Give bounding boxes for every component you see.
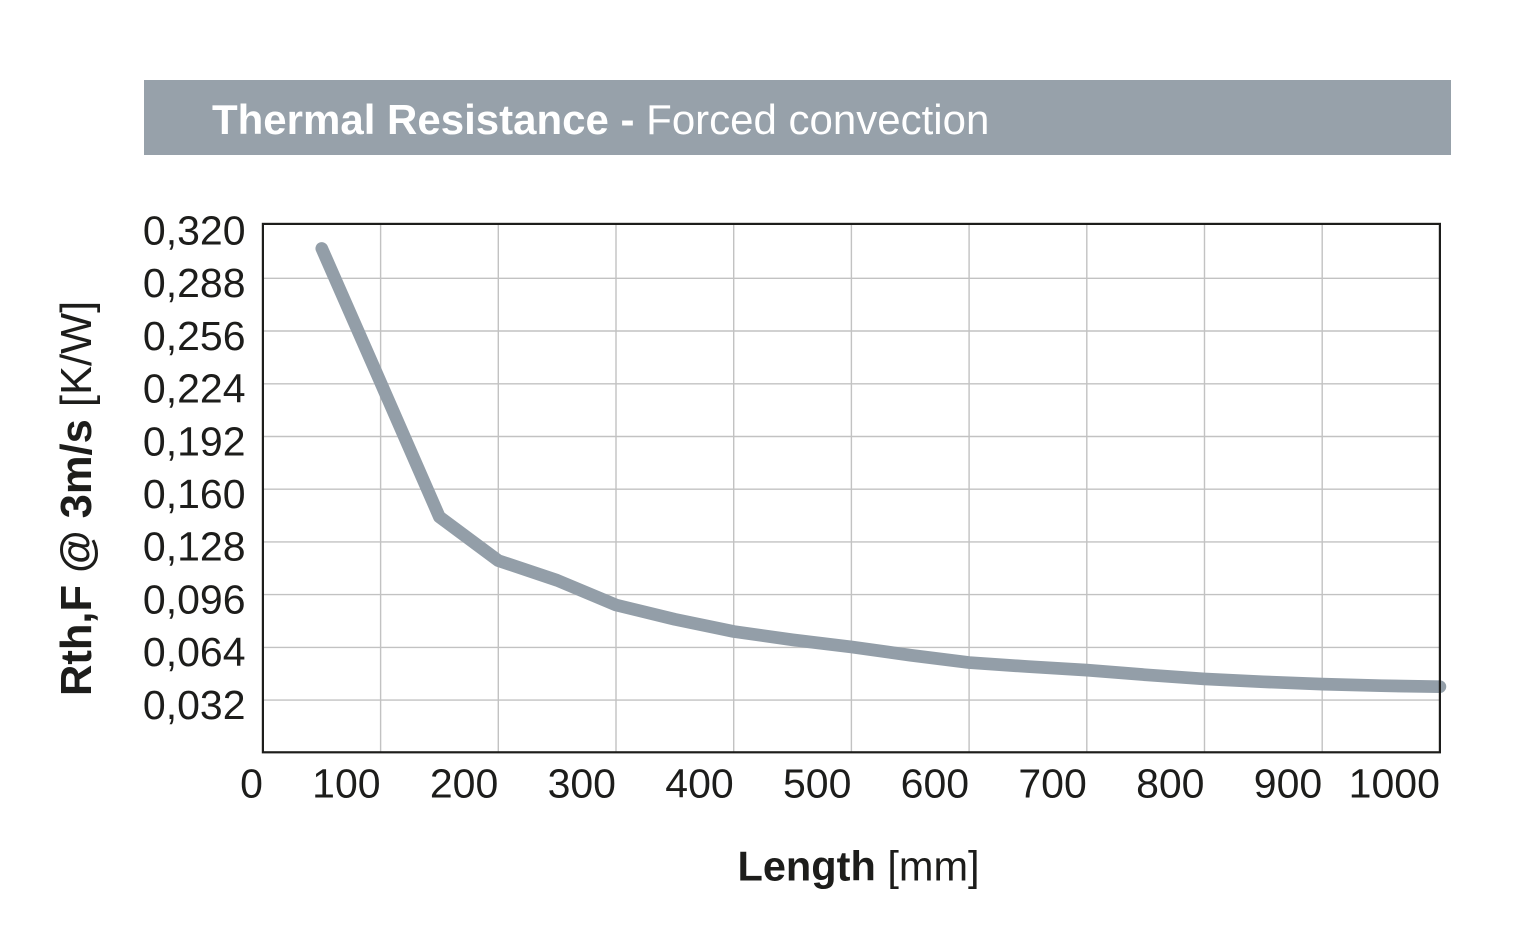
svg-text:0,224: 0,224 bbox=[143, 366, 246, 412]
svg-text:700: 700 bbox=[1018, 761, 1086, 807]
svg-text:0,064: 0,064 bbox=[143, 629, 246, 675]
svg-text:0,128: 0,128 bbox=[143, 524, 246, 570]
svg-text:1000: 1000 bbox=[1349, 761, 1440, 807]
svg-text:800: 800 bbox=[1136, 761, 1204, 807]
svg-text:Length [mm]: Length [mm] bbox=[738, 843, 980, 890]
svg-text:Thermal Resistance - Forced co: Thermal Resistance - Forced convection bbox=[212, 96, 989, 143]
svg-text:100: 100 bbox=[312, 761, 380, 807]
svg-text:0,032: 0,032 bbox=[143, 682, 246, 728]
svg-text:300: 300 bbox=[548, 761, 616, 807]
svg-text:Rth,F @ 3m/s [K/W]: Rth,F @ 3m/s [K/W] bbox=[53, 301, 101, 696]
svg-text:200: 200 bbox=[430, 761, 498, 807]
svg-text:0,192: 0,192 bbox=[143, 418, 246, 464]
svg-text:500: 500 bbox=[783, 761, 851, 807]
svg-text:0,160: 0,160 bbox=[143, 471, 246, 517]
svg-text:0,288: 0,288 bbox=[143, 260, 246, 306]
svg-text:0,096: 0,096 bbox=[143, 576, 246, 622]
svg-text:0,256: 0,256 bbox=[143, 313, 246, 359]
svg-text:400: 400 bbox=[665, 761, 733, 807]
svg-text:0,320: 0,320 bbox=[143, 207, 246, 253]
svg-text:600: 600 bbox=[901, 761, 969, 807]
svg-text:0: 0 bbox=[240, 761, 263, 807]
svg-text:900: 900 bbox=[1254, 761, 1322, 807]
